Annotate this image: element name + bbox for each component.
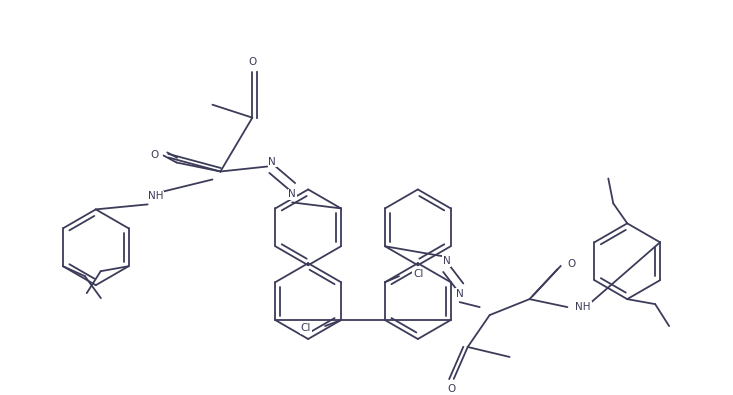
Text: Cl: Cl xyxy=(413,269,424,279)
Text: O: O xyxy=(150,150,158,160)
Text: NH: NH xyxy=(148,192,163,201)
Text: O: O xyxy=(248,57,257,67)
Text: Cl: Cl xyxy=(301,323,311,333)
Text: O: O xyxy=(567,259,575,269)
Text: N: N xyxy=(456,289,463,299)
Text: N: N xyxy=(288,190,296,199)
Text: O: O xyxy=(448,384,456,394)
Text: NH: NH xyxy=(575,302,591,312)
Text: N: N xyxy=(443,256,451,266)
Text: N: N xyxy=(268,156,276,167)
